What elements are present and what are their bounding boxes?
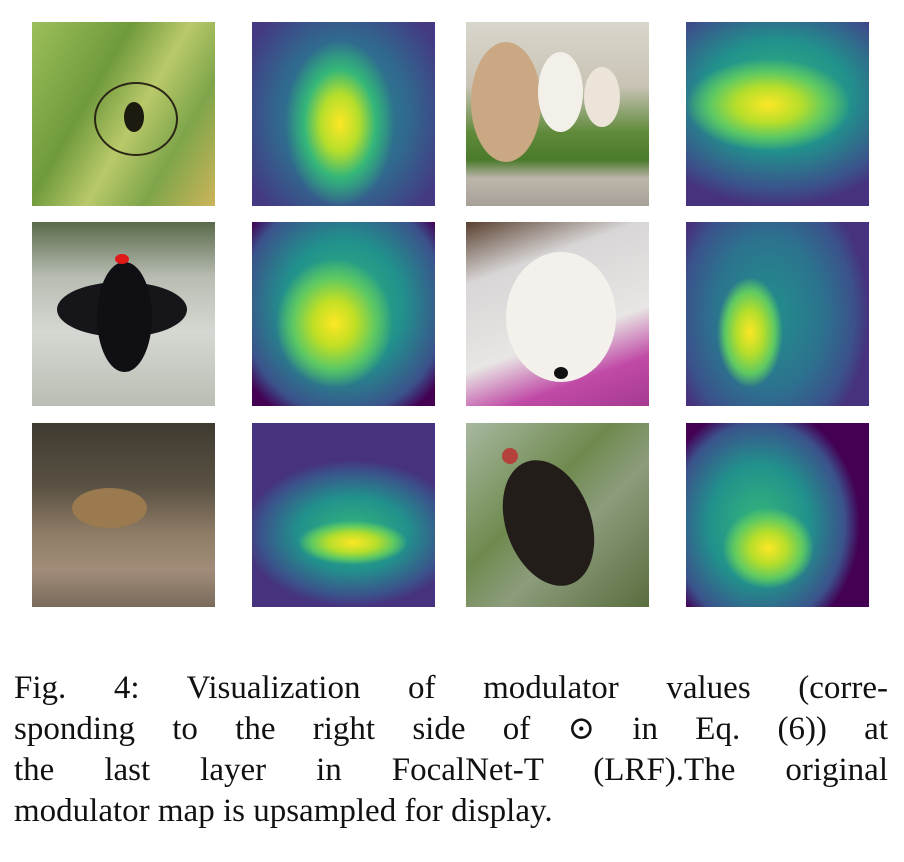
dog bbox=[506, 252, 616, 382]
photo-vulture bbox=[466, 423, 649, 607]
heatmap bbox=[686, 222, 869, 406]
heatmap bbox=[686, 22, 869, 206]
photo-white-dog bbox=[466, 222, 649, 406]
figure-caption: Fig. 4: Visualization of modulator value… bbox=[14, 668, 888, 832]
heatmap bbox=[252, 22, 435, 206]
bird bbox=[97, 262, 152, 372]
bird-head bbox=[502, 448, 518, 464]
caption-line: Fig. 4: Visualization of modulator value… bbox=[14, 670, 888, 706]
dog bbox=[471, 42, 541, 162]
photo-rodent bbox=[32, 423, 215, 607]
dog-nose bbox=[554, 367, 568, 379]
heatmap bbox=[252, 222, 435, 406]
bird bbox=[486, 447, 611, 599]
photo-dogs bbox=[466, 22, 649, 206]
heatmap bbox=[686, 423, 869, 607]
photo-spider bbox=[32, 22, 215, 206]
rodent bbox=[72, 488, 147, 528]
dog bbox=[584, 67, 620, 127]
spider-legs bbox=[94, 82, 178, 156]
caption-line: the last layer in FocalNet-T (LRF).The o… bbox=[14, 752, 888, 788]
photo-grouse bbox=[32, 222, 215, 406]
bird-comb bbox=[115, 254, 129, 264]
caption-line: sponding to the right side of ⊙ in Eq. (… bbox=[14, 711, 888, 747]
dog bbox=[538, 52, 583, 132]
heatmap bbox=[252, 423, 435, 607]
caption-line: modulator map is upsampled for display. bbox=[14, 793, 553, 829]
